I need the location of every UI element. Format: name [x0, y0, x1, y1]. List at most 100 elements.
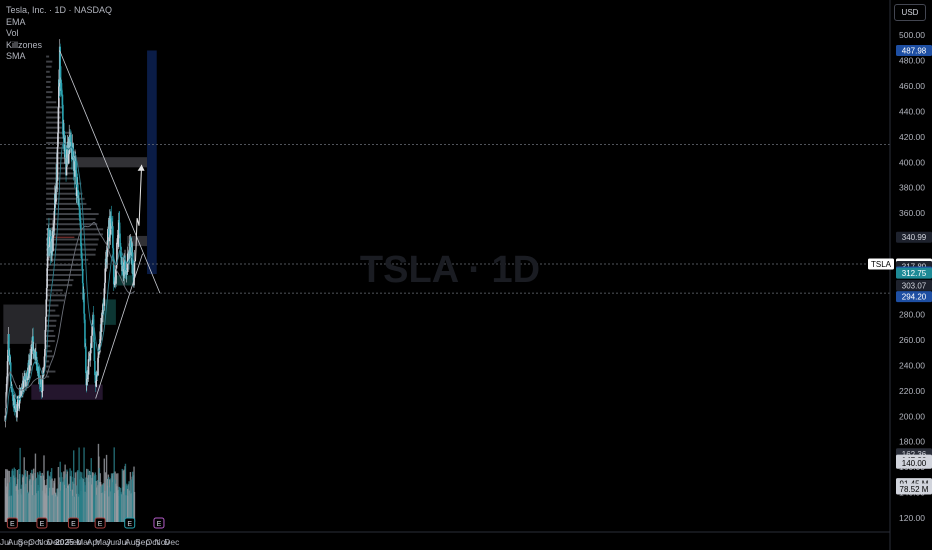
- earnings-marker-box: [36, 517, 48, 529]
- candle-body: [83, 292, 85, 314]
- candle-body: [117, 220, 120, 239]
- volume-profile-bar: [46, 314, 60, 317]
- indicator-killzones[interactable]: Killzones: [6, 39, 43, 50]
- volume-profile-bar: [46, 284, 73, 287]
- candle-body: [116, 241, 119, 243]
- price-label: 303.07: [896, 279, 932, 291]
- candle-body: [16, 401, 19, 412]
- volume-profile-bar: [46, 126, 62, 129]
- candle-body: [82, 283, 84, 300]
- volume-bars: [4, 443, 136, 522]
- candle-body: [48, 228, 50, 245]
- watermark: TSLA · 1D: [360, 249, 540, 291]
- candle-body: [21, 387, 23, 391]
- price-label: 312.75: [896, 267, 932, 279]
- candle-body: [25, 379, 27, 387]
- indicator-ema[interactable]: EMA: [6, 16, 26, 27]
- candle-body: [44, 348, 46, 357]
- candle-body: [11, 390, 14, 393]
- candle-body: [112, 259, 115, 285]
- volume-profile-bar: [46, 263, 81, 266]
- candle-body: [75, 160, 77, 171]
- volume-profile-bar: [46, 91, 53, 94]
- candle-body: [60, 79, 62, 89]
- volume-profile-bar: [46, 116, 61, 119]
- price-label-box: [896, 267, 932, 279]
- earnings-marker: E: [153, 517, 165, 529]
- candle-body: [78, 205, 81, 210]
- candle-body: [132, 264, 134, 277]
- candle-body: [83, 313, 86, 320]
- candle-body: [124, 260, 127, 272]
- candle-body: [97, 351, 100, 358]
- candle-body: [120, 257, 123, 265]
- volume-profile-bar: [46, 329, 54, 332]
- time-tick-label: 2025: [55, 537, 74, 547]
- price-tick-label: 260.00: [899, 335, 925, 345]
- candle-body: [6, 361, 9, 377]
- candle-body: [103, 282, 106, 289]
- candle-body: [18, 403, 21, 407]
- volume-profile-bar: [46, 238, 99, 241]
- candle-body: [84, 319, 86, 347]
- candle-body: [93, 341, 96, 361]
- price-tick-label: 480.00: [899, 56, 925, 66]
- indicator-sma[interactable]: SMA: [6, 51, 26, 61]
- candle-body: [68, 136, 71, 139]
- volume-bar: [19, 447, 21, 522]
- candle-body: [59, 46, 61, 84]
- earnings-marker-box: [153, 517, 165, 529]
- candle-body: [111, 223, 113, 229]
- indicator-vol[interactable]: Vol: [6, 28, 19, 38]
- currency-button[interactable]: USD: [894, 4, 926, 21]
- volume-profile-bar: [46, 324, 56, 327]
- price-tick-label: 460.00: [899, 81, 925, 91]
- candle-body: [36, 370, 39, 372]
- volume-profile-bar: [46, 202, 87, 205]
- candle-body: [117, 238, 120, 240]
- symbol-tag-text: TSLA: [871, 260, 892, 269]
- volume-profile-bar: [46, 106, 63, 109]
- time-tick-label: Jul: [0, 537, 11, 547]
- volume-profile-bar: [46, 258, 89, 261]
- candle-body: [53, 223, 55, 232]
- earnings-marker-box: [6, 517, 18, 529]
- volume-profile-bar: [46, 177, 75, 180]
- time-tick-label: Mar: [76, 537, 91, 547]
- volume-profile-bar: [46, 101, 57, 104]
- volume-profile-bar: [46, 294, 67, 297]
- candle-body: [44, 329, 47, 349]
- candle-body: [118, 222, 121, 234]
- candle-body: [34, 354, 37, 360]
- candle-body: [102, 303, 105, 305]
- volume-label-box: [896, 457, 932, 469]
- candle-body: [94, 360, 96, 376]
- candle-body: [17, 395, 20, 407]
- candle-body: [74, 161, 76, 177]
- candles: [4, 39, 136, 428]
- volume-profile-bar: [46, 218, 96, 221]
- price-label-box: [896, 291, 932, 303]
- earnings-marker: E: [124, 517, 136, 529]
- candle-body: [41, 374, 44, 391]
- candle-body: [117, 239, 119, 242]
- candle-body: [89, 353, 92, 361]
- volume-label: 140.00: [896, 457, 932, 469]
- volume-label-text: 162.36: [902, 450, 927, 459]
- candle-body: [54, 186, 57, 205]
- candle-body: [77, 190, 80, 205]
- volume-profile-bar: [46, 233, 104, 236]
- candle-body: [60, 88, 63, 95]
- candle-body: [100, 317, 103, 332]
- volume-profile-bar: [46, 75, 51, 78]
- candle-body: [108, 237, 111, 242]
- candle-body: [115, 264, 118, 269]
- volume-profile-bar: [46, 289, 63, 292]
- candle-body: [43, 366, 45, 372]
- candle-body: [79, 221, 82, 226]
- symbol-title[interactable]: Tesla, Inc. · 1D · NASDAQ: [6, 5, 113, 15]
- earnings-marker-glyph: E: [127, 521, 132, 528]
- earnings-marker-box: [94, 517, 106, 529]
- volume-profile-bar: [46, 80, 51, 83]
